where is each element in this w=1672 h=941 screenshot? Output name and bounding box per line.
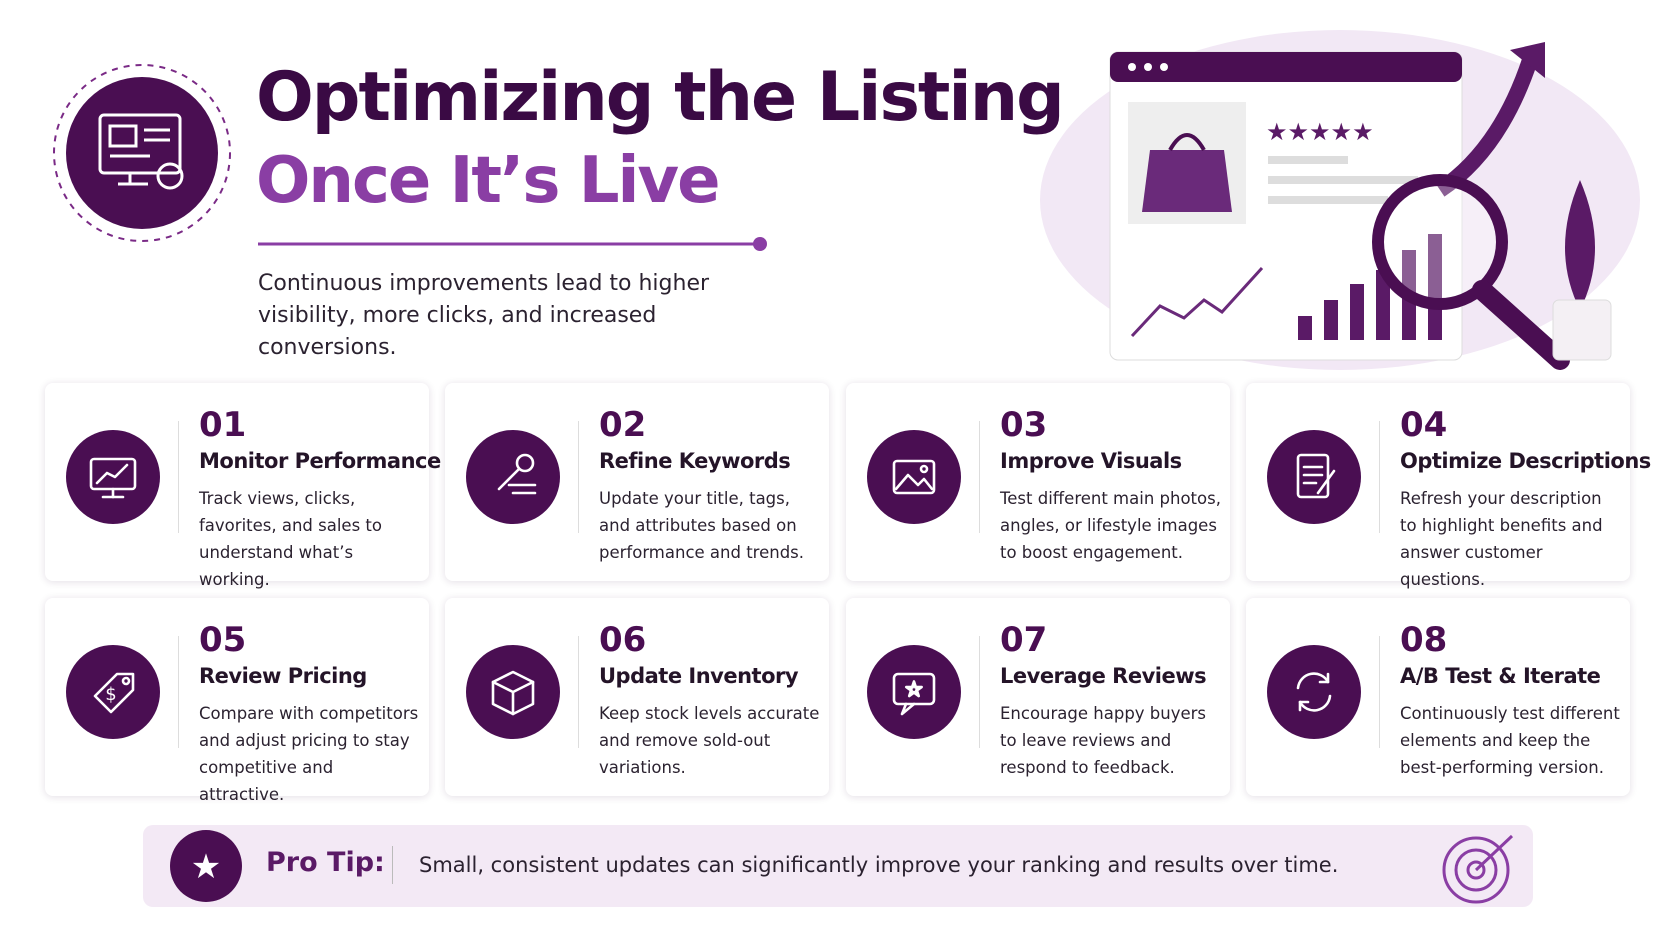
- card-number: 04: [1400, 405, 1448, 445]
- card-divider: [178, 421, 179, 533]
- card-title: Refine Keywords: [599, 449, 791, 473]
- card-icon: [66, 430, 160, 524]
- card-number: 07: [1000, 620, 1048, 660]
- card-divider: [578, 636, 579, 748]
- card-title: Update Inventory: [599, 664, 799, 688]
- card-description: Update your title, tags, and attributes …: [599, 489, 805, 562]
- card-description: Encourage happy buyers to leave reviews …: [1000, 704, 1207, 777]
- separator: [392, 846, 393, 884]
- tip-icon: ★: [170, 830, 242, 902]
- card: 06 Update Inventory Keep stock levels accu…: [445, 598, 829, 796]
- card-description: Refresh your description to highlight be…: [1400, 489, 1603, 589]
- title-accent: Once It’s Live: [256, 144, 721, 218]
- card-icon: [466, 430, 560, 524]
- card-icon: $: [66, 645, 160, 739]
- pro-tip-bar: [143, 825, 1533, 907]
- card-icon: ☆: [867, 645, 961, 739]
- card: 02 Refine Keywords Update your title, tags…: [445, 383, 829, 581]
- card-divider: [979, 636, 980, 748]
- card-number: 08: [1400, 620, 1448, 660]
- svg-text:★: ★: [191, 847, 221, 887]
- card: ☆ 07 Leverage Reviews Encourage happy buyer…: [846, 598, 1230, 796]
- card-title: Optimize Descriptions: [1400, 449, 1651, 473]
- subtitle: Continuous improvements lead to higher v…: [258, 271, 710, 360]
- card-title: Review Pricing: [199, 664, 367, 688]
- card: 08 A/B Test & Iterate Continuously test di…: [1246, 598, 1630, 796]
- card: $05 Review Pricing Compare with competitor…: [45, 598, 429, 804]
- card-title: A/B Test & Iterate: [1400, 664, 1601, 688]
- card-number: 03: [1000, 405, 1048, 445]
- card-number: 06: [599, 620, 647, 660]
- card-divider: [1379, 421, 1380, 533]
- card-icon: [466, 645, 560, 739]
- card-description: Compare with competitors and adjust pric…: [199, 704, 419, 804]
- svg-text:☆: ☆: [905, 677, 923, 701]
- card-title: Improve Visuals: [1000, 449, 1182, 473]
- title: Optimizing the Listing: [256, 58, 1065, 137]
- card-icon: [1267, 430, 1361, 524]
- card-description: Test different main photos, angles, or l…: [1000, 489, 1221, 562]
- card-divider: [178, 636, 179, 748]
- card-divider: [1379, 636, 1380, 748]
- card: 01 Monitor Performance Track views, clicks…: [45, 383, 441, 589]
- card-divider: [979, 421, 980, 533]
- card: 04 Optimize Descriptions Refresh your desc…: [1246, 383, 1651, 589]
- target-icon: [1442, 834, 1514, 904]
- card-number: 01: [199, 405, 247, 445]
- card: 03 Improve Visuals Test different main pho…: [846, 383, 1230, 581]
- card-icon: [867, 430, 961, 524]
- card-number: 02: [599, 405, 647, 445]
- card-description: Keep stock levels accurate and remove so…: [599, 704, 820, 777]
- svg-text:★★★★★: ★★★★★: [1266, 118, 1374, 146]
- card-description: Track views, clicks, favorites, and sale…: [199, 489, 382, 589]
- svg-text:$: $: [105, 684, 116, 705]
- pro-tip-label: Pro Tip:: [266, 847, 385, 878]
- pro-tip-text: Small, consistent updates can significan…: [419, 853, 1339, 877]
- card-description: Continuously test different elements and…: [1400, 704, 1620, 777]
- card-icon: [1267, 645, 1361, 739]
- card-title: Leverage Reviews: [1000, 664, 1207, 688]
- card-divider: [578, 421, 579, 533]
- card-title: Monitor Performance: [199, 449, 441, 473]
- card-number: 05: [199, 620, 247, 660]
